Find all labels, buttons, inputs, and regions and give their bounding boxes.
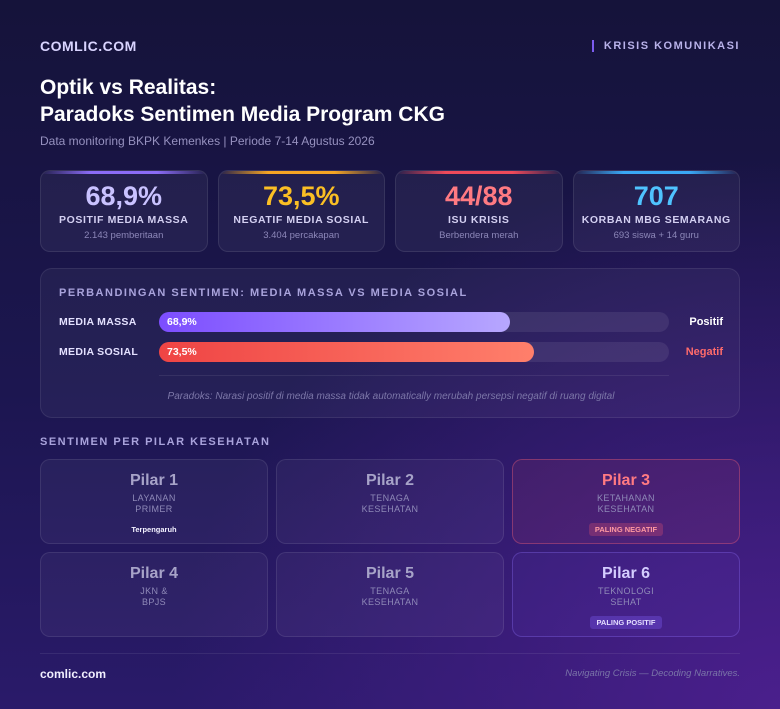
pilar-card: Pilar 1 LAYANAN PRIMER Terpengaruh <box>40 459 268 544</box>
kpi-sub: 2.143 pemberitaan <box>84 230 164 241</box>
kpi-card: 707 KORBAN MBG SEMARANG 693 siswa + 14 g… <box>572 170 740 252</box>
pilar-section-title: SENTIMEN PER PILAR KESEHATAN <box>40 436 271 448</box>
infographic: COMLIC.COM KRISIS KOMUNIKASI Optik vs Re… <box>40 0 740 709</box>
kpi-sub: 3.404 percakapan <box>263 230 340 241</box>
pilar-name: Pilar 5 <box>365 565 415 582</box>
brand-logo[interactable]: COMLIC.COM <box>40 38 137 54</box>
bar-fill: 68,9% <box>159 312 511 332</box>
kpi-label: ISU KRISIS <box>448 214 510 226</box>
pilar-desc: TENAGA KESEHATAN <box>361 493 419 514</box>
kpi-sub: Berbendera merah <box>439 230 519 241</box>
pilar-badge: PALING POSITIF <box>590 616 662 629</box>
sentiment-comparison-panel: PERBANDINGAN SENTIMEN: MEDIA MASSA VS ME… <box>40 268 740 418</box>
kpi-value: 707 <box>633 181 679 211</box>
bar-value-label: 68,9% <box>167 316 197 328</box>
kpi-value: 68,9% <box>85 181 163 211</box>
bar-track: 68,9% <box>159 312 669 332</box>
pilar-desc: TEKNOLOGI SEHAT <box>597 586 655 607</box>
footer-tagline: Navigating Crisis — Decoding Narratives. <box>565 668 740 679</box>
pilar-badge: PALING NEGATIF <box>588 523 664 536</box>
pilar-name: Pilar 1 <box>129 472 179 489</box>
pilar-name: Pilar 3 <box>601 472 651 489</box>
footer-brand-link[interactable]: comlic.com <box>40 667 107 681</box>
row-label: MEDIA MASSA <box>59 316 137 328</box>
pilar-card: Pilar 3 KETAHANAN KESEHATAN PALING NEGAT… <box>512 459 740 544</box>
comparison-row-media-sosial: MEDIA SOSIAL 73,5% Negatif <box>59 342 723 362</box>
kpi-sub: 693 siswa + 14 guru <box>613 230 699 241</box>
kpi-label: POSITIF MEDIA MASSA <box>59 214 189 226</box>
comparison-row-media-massa: MEDIA MASSA 68,9% Positif <box>59 312 723 332</box>
pilar-desc: KETAHANAN KESEHATAN <box>597 493 655 514</box>
kpi-value: 73,5% <box>262 181 340 211</box>
title-line-1: Optik vs Realitas: <box>40 76 217 99</box>
pilar-card: Pilar 6 TEKNOLOGI SEHAT PALING POSITIF <box>512 552 740 637</box>
page-title: Optik vs Realitas: Paradoks Sentimen Med… <box>40 74 445 128</box>
pilar-name: Pilar 2 <box>365 472 415 489</box>
bar-fill: 73,5% <box>159 342 534 362</box>
pilar-grid: Pilar 1 LAYANAN PRIMER Terpengaruh Pilar… <box>40 459 740 637</box>
kpi-accent-bar <box>41 171 207 174</box>
comparison-title: PERBANDINGAN SENTIMEN: MEDIA MASSA VS ME… <box>59 287 468 299</box>
bar-track: 73,5% <box>159 342 669 362</box>
pilar-name: Pilar 4 <box>129 565 179 582</box>
kpi-label: NEGATIF MEDIA SOSIAL <box>233 214 370 226</box>
footer-divider <box>40 653 740 654</box>
kpi-label: KORBAN MBG SEMARANG <box>581 214 731 226</box>
kpi-card: 73,5% NEGATIF MEDIA SOSIAL 3.404 percaka… <box>217 170 385 252</box>
pilar-desc: LAYANAN PRIMER <box>132 493 176 514</box>
kpi-accent-bar <box>573 171 739 174</box>
kpi-card: 44/88 ISU KRISIS Berbendera merah <box>395 170 563 252</box>
row-result: Positif <box>689 316 723 328</box>
paradox-note: Paradoks: Narasi positif di media massa … <box>167 391 615 402</box>
page-subtitle: Data monitoring BKPK Kemenkes | Periode … <box>40 134 375 148</box>
pilar-card: Pilar 4 JKN & BPJS <box>40 552 268 637</box>
row-result: Negatif <box>685 346 723 358</box>
kpi-value: 44/88 <box>444 181 513 211</box>
kpi-accent-bar <box>396 171 562 174</box>
pilar-desc: TENAGA KESEHATAN <box>361 586 419 607</box>
pilar-card: Pilar 2 TENAGA KESEHATAN <box>276 459 504 544</box>
title-line-2: Paradoks Sentimen Media Program CKG <box>40 103 445 126</box>
pilar-desc: JKN & BPJS <box>140 586 168 607</box>
kpi-row: 68,9% POSITIF MEDIA MASSA 2.143 pemberit… <box>40 170 740 252</box>
divider <box>159 375 669 376</box>
top-bar: COMLIC.COM KRISIS KOMUNIKASI <box>40 36 740 56</box>
kpi-accent-bar <box>218 171 384 174</box>
category-tag: KRISIS KOMUNIKASI <box>591 40 740 52</box>
pilar-card: Pilar 5 TENAGA KESEHATAN <box>276 552 504 637</box>
bar-value-label: 73,5% <box>167 346 197 358</box>
pilar-name: Pilar 6 <box>601 565 651 582</box>
kpi-card: 68,9% POSITIF MEDIA MASSA 2.143 pemberit… <box>40 170 208 252</box>
row-label: MEDIA SOSIAL <box>59 346 139 358</box>
pilar-badge: Terpengaruh <box>131 525 177 534</box>
